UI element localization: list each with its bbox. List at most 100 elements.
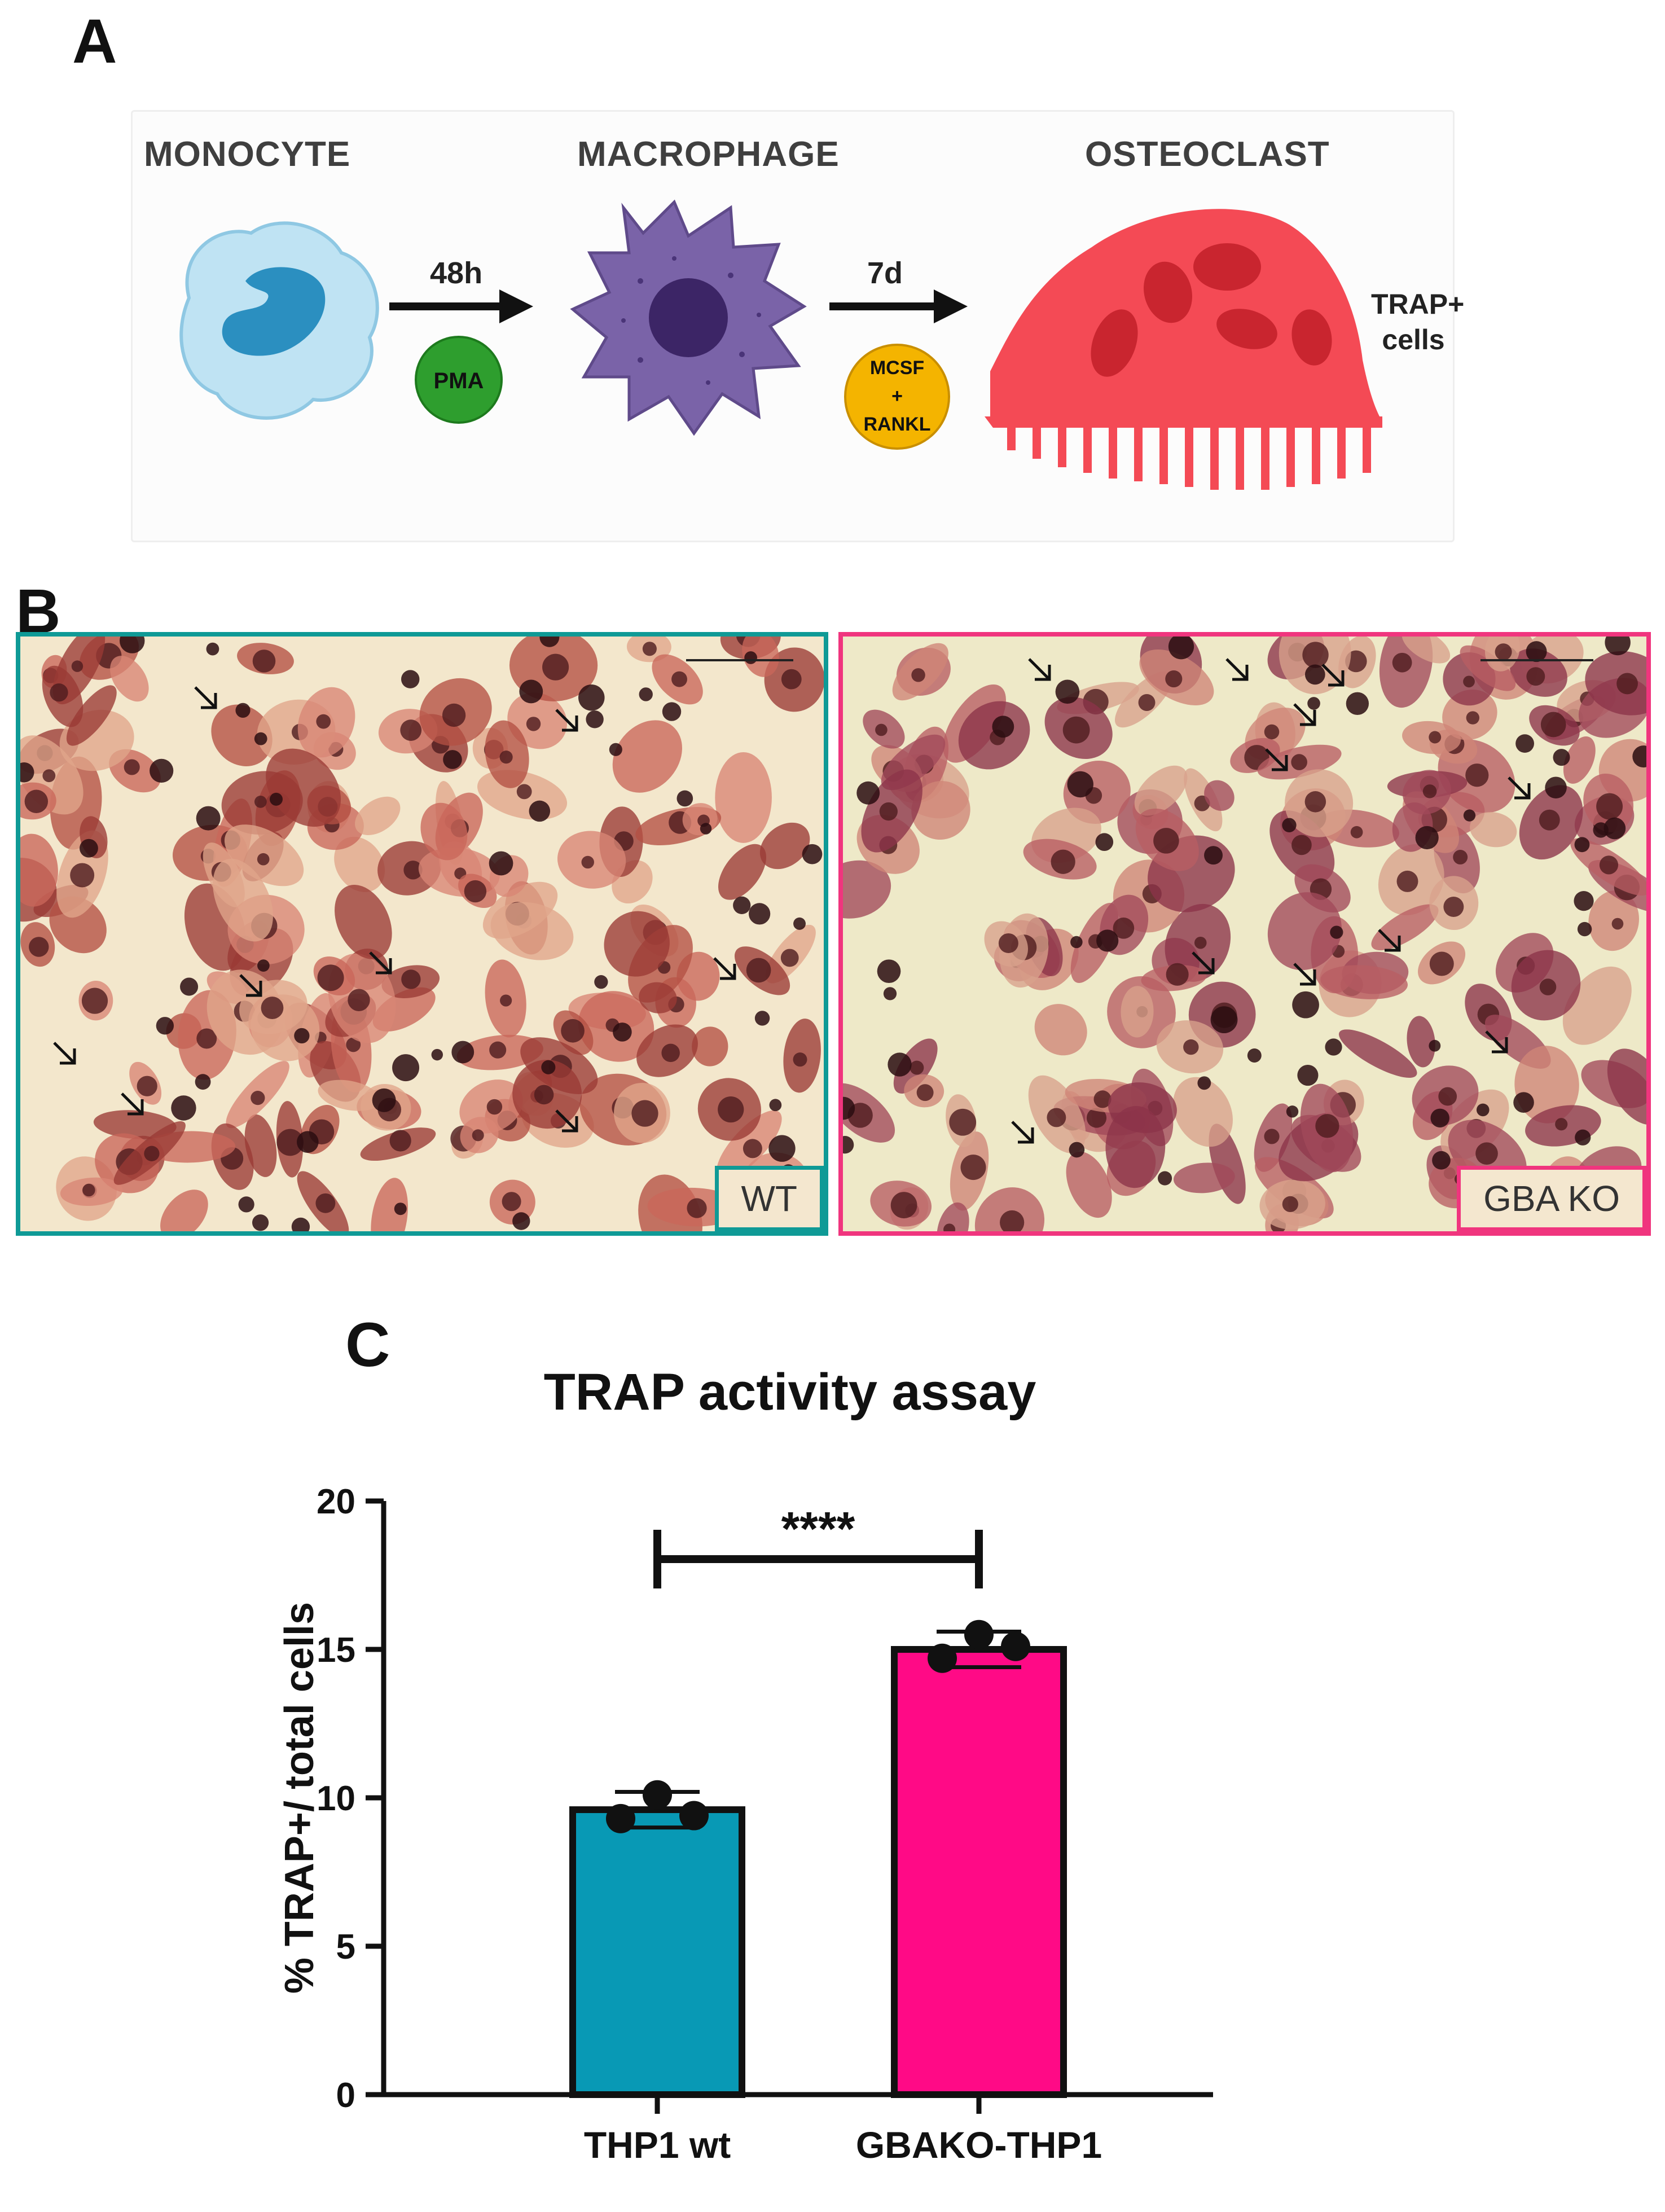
cell-blob xyxy=(213,858,273,942)
cell-nucleus xyxy=(257,853,270,866)
cell-nucleus xyxy=(442,703,466,727)
chart-title: TRAP activity assay xyxy=(543,1363,1036,1421)
dark-cell xyxy=(392,1054,420,1082)
micrograph-wt-label: WT xyxy=(714,1166,824,1231)
cell-nucleus xyxy=(1113,918,1135,939)
differentiation-schema: MONOCYTE MACROPHAGE OSTEOCLAST 48h 7d PM… xyxy=(131,110,1464,542)
dark-cell xyxy=(1476,1103,1490,1117)
dark-cell xyxy=(749,903,771,925)
cell-nucleus xyxy=(489,1041,507,1059)
cell-nucleus xyxy=(1396,870,1418,892)
dark-cell xyxy=(489,851,513,876)
plus-label: + xyxy=(891,385,903,407)
rankl-label: RANKL xyxy=(864,414,931,435)
trap-label-line2: cells xyxy=(1382,323,1445,356)
cell-blob xyxy=(1470,811,1517,848)
cell-nucleus xyxy=(1086,1108,1107,1128)
trap-positive-arrow-icon xyxy=(1321,664,1345,687)
trap-cells-label: TRAP+ cells xyxy=(1371,287,1464,357)
cell-nucleus xyxy=(486,1099,503,1115)
dark-cell xyxy=(79,839,98,858)
dark-cell xyxy=(519,679,543,704)
cell-nucleus xyxy=(346,1037,361,1052)
cell-nucleus xyxy=(315,1193,336,1213)
cell-nucleus xyxy=(1350,826,1363,839)
dark-cell xyxy=(888,1052,912,1077)
cell-blob xyxy=(1034,1004,1087,1056)
micrograph-gba-ko: GBA KO xyxy=(838,632,1651,1236)
dark-cell xyxy=(291,1217,310,1231)
cell-nucleus xyxy=(124,759,140,775)
dark-cell xyxy=(676,790,693,807)
step2-time: 7d xyxy=(867,256,903,290)
dark-cell xyxy=(883,987,897,1000)
dark-cell xyxy=(269,792,283,806)
dark-cell xyxy=(1605,637,1631,656)
data-point xyxy=(679,1801,709,1831)
cell-nucleus xyxy=(389,1130,411,1152)
stage-label-monocyte: MONOCYTE xyxy=(144,135,351,174)
dark-cell xyxy=(1346,692,1369,715)
cell-nucleus xyxy=(1429,951,1454,976)
cell-nucleus xyxy=(1422,784,1437,798)
cell-nucleus xyxy=(875,723,888,736)
dark-cell xyxy=(119,637,145,653)
cell-blob xyxy=(318,1079,381,1111)
cell-blob xyxy=(1407,1016,1435,1068)
cell-blob xyxy=(604,911,670,977)
cell-nucleus xyxy=(29,937,49,957)
cell-nucleus xyxy=(542,653,569,681)
cell-blob xyxy=(742,637,779,677)
osteoclast-cell-icon xyxy=(985,209,1382,490)
dark-cell xyxy=(1575,1129,1591,1146)
dark-cell xyxy=(20,762,34,783)
dark-cell xyxy=(639,687,653,701)
cell-blob xyxy=(715,752,772,843)
cell-nucleus xyxy=(464,880,487,903)
cell-nucleus xyxy=(144,1146,160,1161)
x-tick-label: GBAKO-THP1 xyxy=(856,2124,1102,2166)
dark-cell xyxy=(992,716,1014,738)
cell-nucleus xyxy=(1153,828,1179,854)
cell-blob xyxy=(911,781,970,840)
dark-cell xyxy=(296,1131,319,1153)
cell-nucleus xyxy=(500,994,512,1007)
dark-cell xyxy=(171,1095,196,1121)
micrograph-gba-ko-label: GBA KO xyxy=(1457,1166,1646,1231)
cell-blob xyxy=(1121,986,1154,1038)
cell-blob xyxy=(110,656,149,702)
dark-cell xyxy=(235,703,251,718)
dark-cell xyxy=(1282,818,1297,832)
dark-cell xyxy=(1553,749,1570,766)
cell-nucleus xyxy=(81,988,108,1014)
dark-cell xyxy=(1577,921,1592,937)
cell-blob xyxy=(355,796,401,835)
cell-nucleus xyxy=(561,1019,585,1043)
data-point xyxy=(606,1803,635,1833)
mcsf-rankl-badge-icon: MCSF + RANKL xyxy=(844,344,950,450)
trap-positive-arrow-icon xyxy=(713,957,736,980)
cell-blob xyxy=(1134,765,1188,816)
cell-blob xyxy=(490,902,574,960)
cell-blob xyxy=(1066,1151,1112,1218)
step1-time: 48h xyxy=(430,256,483,290)
trap-positive-arrow-icon xyxy=(121,1092,144,1116)
cell-nucleus xyxy=(1165,670,1183,688)
dark-cell xyxy=(1574,837,1590,853)
trap-positive-arrow-icon xyxy=(1378,929,1401,952)
cell-blob xyxy=(1402,637,1451,664)
cell-nucleus xyxy=(1453,849,1468,864)
dark-cell xyxy=(252,1214,269,1231)
cell-nucleus xyxy=(317,964,344,991)
cell-nucleus xyxy=(1616,673,1638,695)
cell-blob xyxy=(334,836,385,892)
dark-cell xyxy=(802,844,823,864)
cell-nucleus xyxy=(960,1155,986,1180)
cell-nucleus xyxy=(910,1060,924,1075)
dark-cell xyxy=(578,684,605,711)
cell-nucleus xyxy=(916,1084,934,1101)
trap-positive-arrow-icon xyxy=(1028,658,1051,681)
cell-nucleus xyxy=(42,769,56,783)
cell-nucleus xyxy=(1093,1090,1112,1108)
cell-nucleus xyxy=(943,1223,956,1231)
